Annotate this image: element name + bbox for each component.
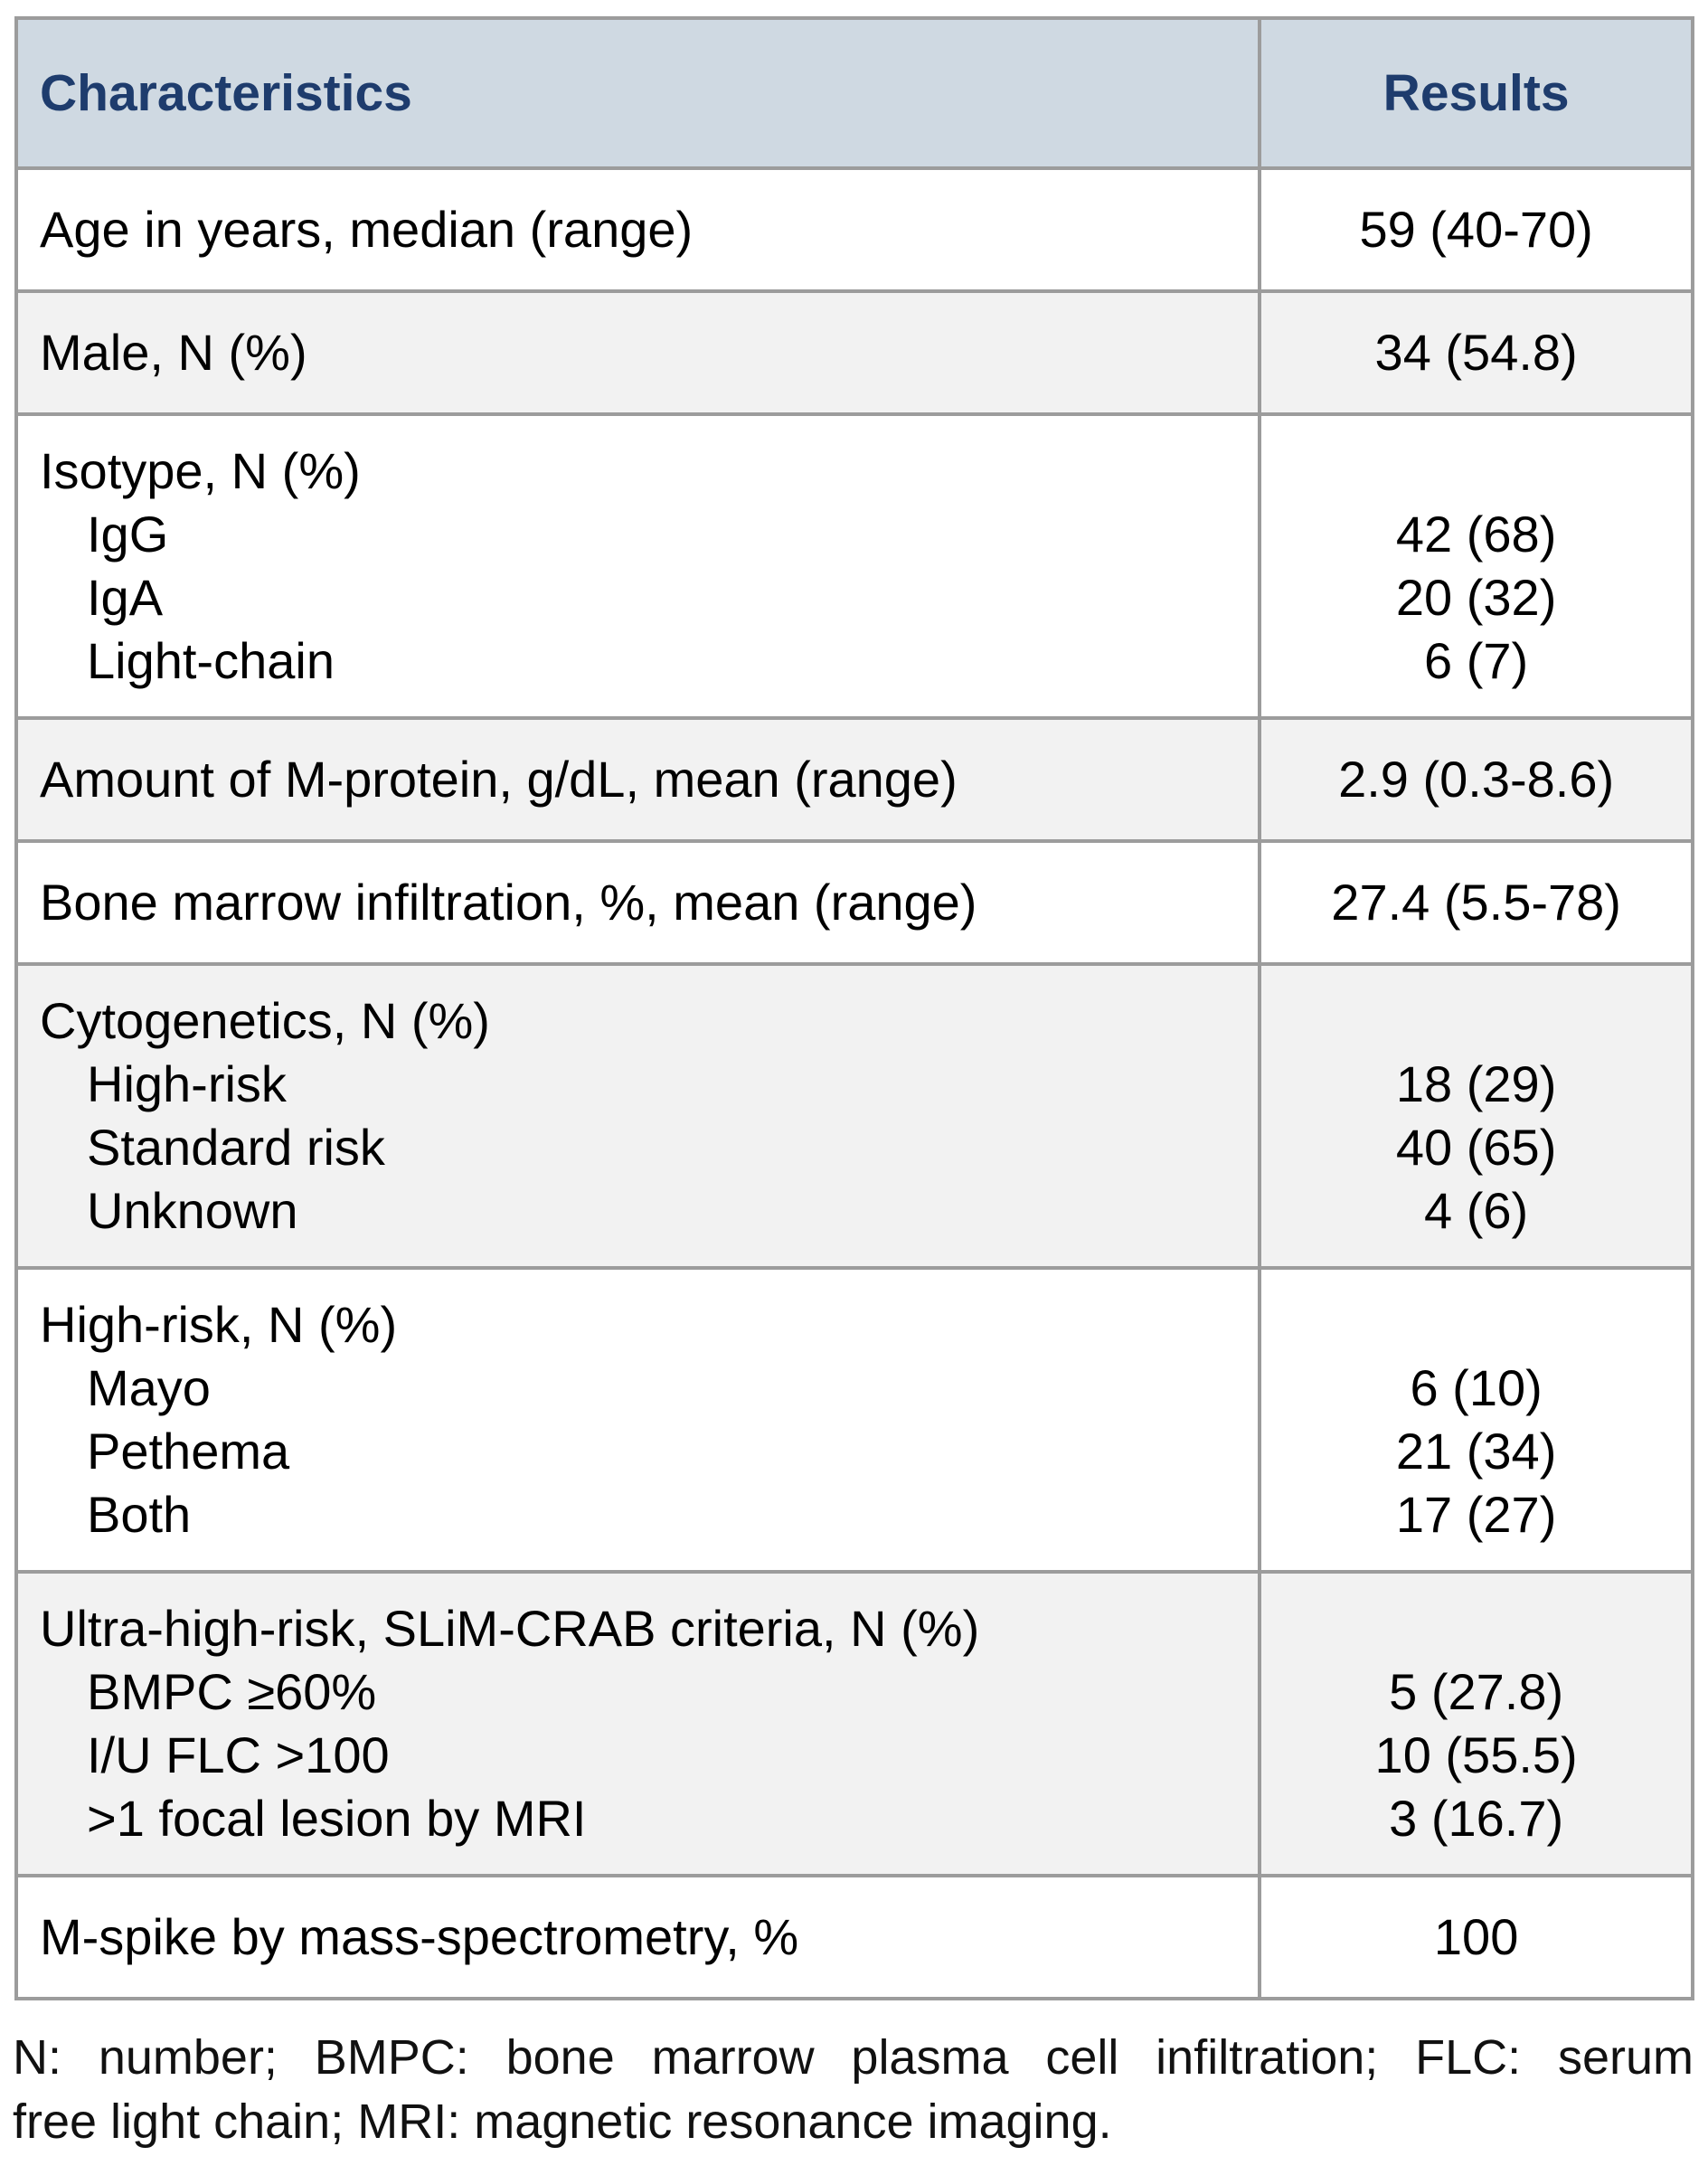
result-line: 21 (34) xyxy=(1395,1423,1557,1480)
result-cell: 59 (40-70) xyxy=(1258,166,1694,293)
characteristic-line: BMPC ≥60% xyxy=(87,1663,377,1720)
result-cell: 34 (54.8) xyxy=(1258,289,1694,416)
table-row: Cytogenetics, N (%) High-risk Standard ris… xyxy=(14,962,1694,1270)
characteristic-line: Pethema xyxy=(87,1423,290,1480)
header-row: Characteristics Results xyxy=(14,16,1694,170)
result-line: 10 (55.5) xyxy=(1374,1726,1578,1783)
table-row: M-spike by mass-spectrometry, % 100 xyxy=(14,1874,1694,2000)
characteristic-line: High-risk, N (%) xyxy=(40,1296,398,1353)
result-line xyxy=(1272,440,1680,503)
result-line: 20 (32) xyxy=(1395,569,1557,626)
characteristic-line: High-risk xyxy=(87,1055,287,1112)
column-header-results: Results xyxy=(1258,16,1694,170)
characteristic-cell: Ultra-high-risk, SLiM-CRAB criteria, N (… xyxy=(14,1570,1262,1877)
table-row: High-risk, N (%) Mayo Pethema Both 6 (10) 21… xyxy=(14,1266,1694,1574)
result-line: 6 (10) xyxy=(1410,1359,1543,1416)
characteristic-cell: High-risk, N (%) Mayo Pethema Both xyxy=(14,1266,1262,1574)
result-cell: 27.4 (5.5-78) xyxy=(1258,839,1694,966)
result-cell: 2.9 (0.3-8.6) xyxy=(1258,716,1694,843)
characteristic-line: Mayo xyxy=(87,1359,211,1416)
table-row: Male, N (%) 34 (54.8) xyxy=(14,289,1694,416)
result-line: 40 (65) xyxy=(1395,1119,1557,1176)
characteristic-line: >1 focal lesion by MRI xyxy=(87,1790,587,1847)
result-line: 3 (16.7) xyxy=(1389,1790,1564,1847)
characteristic-cell: Cytogenetics, N (%) High-risk Standard ris… xyxy=(14,962,1262,1270)
footnote-line: free light chain; MRI: magnetic resonanc… xyxy=(13,2095,1112,2149)
characteristic-line: Standard risk xyxy=(87,1119,385,1176)
table-row: Isotype, N (%) IgG IgA Light-chain 42 (68) 2… xyxy=(14,412,1694,720)
footnote: N: number; BMPC: bone marrow plasma cell… xyxy=(13,2026,1694,2154)
characteristic-line: Amount of M-protein, g/dL, mean (range) xyxy=(40,751,958,808)
table-row: Age in years, median (range) 59 (40-70) xyxy=(14,166,1694,293)
characteristic-cell: Bone marrow infiltration, %, mean (range… xyxy=(14,839,1262,966)
result-line: 6 (7) xyxy=(1424,632,1529,689)
characteristic-cell: M-spike by mass-spectrometry, % xyxy=(14,1874,1262,2000)
table-row: Ultra-high-risk, SLiM-CRAB criteria, N (… xyxy=(14,1570,1694,1877)
characteristic-line: M-spike by mass-spectrometry, % xyxy=(40,1908,799,1965)
footnote-line: N: number; BMPC: bone marrow plasma cell… xyxy=(13,2030,1694,2085)
result-line: 18 (29) xyxy=(1395,1055,1557,1112)
page: Characteristics Results Age in years, me… xyxy=(0,16,1708,2175)
characteristic-line: Both xyxy=(87,1486,192,1543)
characteristic-line: Unknown xyxy=(87,1182,298,1239)
characteristic-line: Cytogenetics, N (%) xyxy=(40,992,490,1049)
result-line: 34 (54.8) xyxy=(1374,324,1578,381)
result-cell: 6 (10) 21 (34) 17 (27) xyxy=(1258,1266,1694,1574)
characteristic-line: Age in years, median (range) xyxy=(40,201,694,258)
table-row: Amount of M-protein, g/dL, mean (range) 2… xyxy=(14,716,1694,843)
characteristic-cell: Amount of M-protein, g/dL, mean (range) xyxy=(14,716,1262,843)
table-body: Age in years, median (range) 59 (40-70) Ma… xyxy=(14,166,1694,2000)
characteristic-cell: Isotype, N (%) IgG IgA Light-chain xyxy=(14,412,1262,720)
result-cell: 100 xyxy=(1258,1874,1694,2000)
result-line: 27.4 (5.5-78) xyxy=(1331,874,1621,931)
result-line xyxy=(1272,989,1680,1053)
characteristic-line: IgA xyxy=(87,569,164,626)
characteristic-line: Bone marrow infiltration, %, mean (range… xyxy=(40,874,977,931)
result-line xyxy=(1272,1293,1680,1357)
characteristic-line: Light-chain xyxy=(87,632,335,689)
characteristic-line: Male, N (%) xyxy=(40,324,307,381)
characteristic-line: IgG xyxy=(87,506,169,563)
characteristic-line: Ultra-high-risk, SLiM-CRAB criteria, N (… xyxy=(40,1600,980,1657)
result-cell: 18 (29) 40 (65) 4 (6) xyxy=(1258,962,1694,1270)
characteristic-cell: Age in years, median (range) xyxy=(14,166,1262,293)
column-header-characteristics: Characteristics xyxy=(14,16,1262,170)
characteristic-cell: Male, N (%) xyxy=(14,289,1262,416)
table-row: Bone marrow infiltration, %, mean (range… xyxy=(14,839,1694,966)
result-line: 59 (40-70) xyxy=(1359,201,1593,258)
result-line xyxy=(1272,1597,1680,1660)
result-line: 100 xyxy=(1433,1908,1519,1965)
table-header: Characteristics Results xyxy=(14,16,1694,170)
result-cell: 5 (27.8) 10 (55.5) 3 (16.7) xyxy=(1258,1570,1694,1877)
result-line: 17 (27) xyxy=(1395,1486,1557,1543)
characteristic-line: Isotype, N (%) xyxy=(40,442,361,499)
result-cell: 42 (68) 20 (32) 6 (7) xyxy=(1258,412,1694,720)
characteristic-line: I/U FLC >100 xyxy=(87,1726,390,1783)
result-line: 5 (27.8) xyxy=(1389,1663,1564,1720)
characteristics-table: Characteristics Results Age in years, me… xyxy=(14,16,1694,2000)
result-line: 4 (6) xyxy=(1424,1182,1529,1239)
result-line: 2.9 (0.3-8.6) xyxy=(1338,751,1615,808)
result-line: 42 (68) xyxy=(1395,506,1557,563)
